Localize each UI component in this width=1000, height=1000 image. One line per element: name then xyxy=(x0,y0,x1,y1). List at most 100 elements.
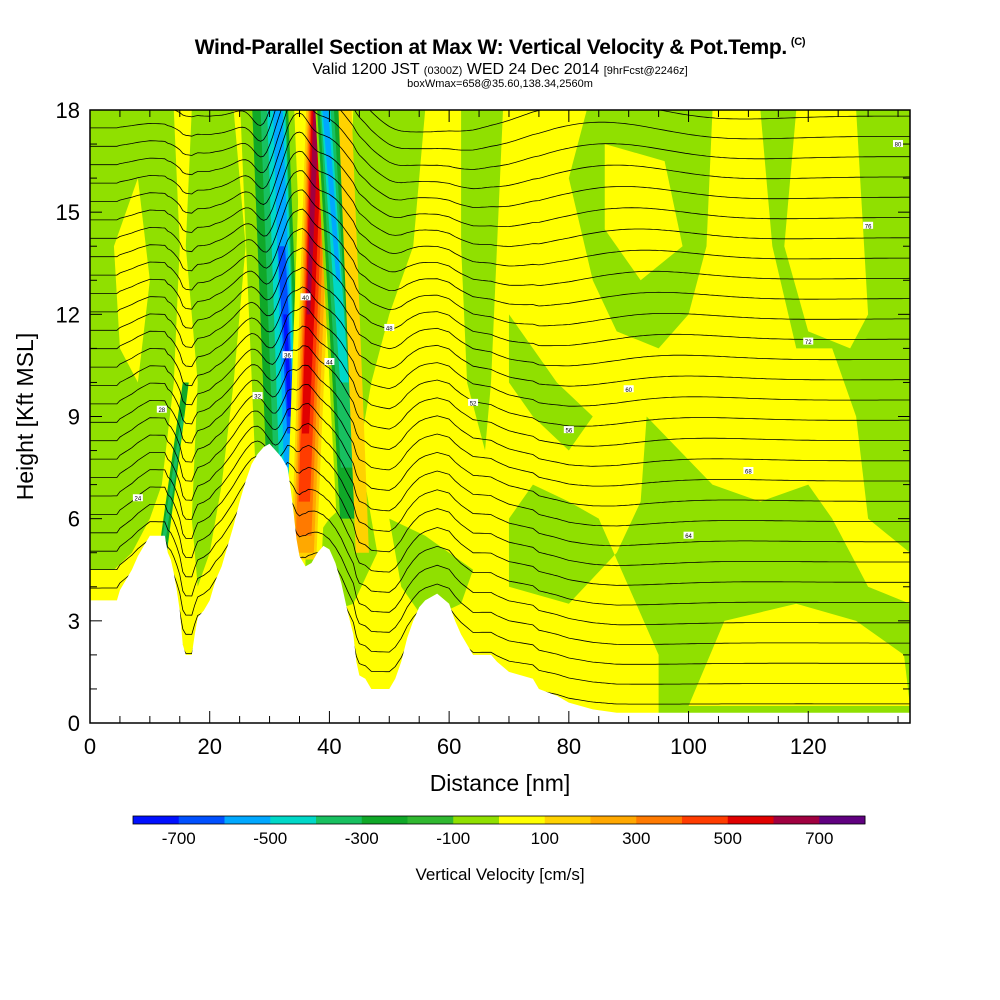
weak-downdraft-region-7 xyxy=(389,518,474,621)
x-tick-label: 60 xyxy=(437,734,461,759)
theta-label: 80 xyxy=(895,143,902,149)
theta-label-box xyxy=(252,392,263,400)
y-tick-label: 12 xyxy=(56,302,80,327)
valid-time: Valid 1200 JST xyxy=(312,61,420,78)
colorbar-swatch xyxy=(270,816,317,824)
theta-label-box xyxy=(300,293,311,301)
theta-contour xyxy=(90,189,910,287)
updraft-band-600 xyxy=(301,110,324,434)
theta-label-box xyxy=(156,405,167,413)
colorbar-tick-label: 100 xyxy=(531,829,559,848)
valid-time-utc: (0300Z) xyxy=(423,65,463,77)
theta-label-box xyxy=(384,323,395,331)
colorbar-tick-label: -500 xyxy=(253,829,287,848)
theta-contour xyxy=(90,384,910,487)
theta-contour xyxy=(90,470,910,586)
x-tick-label: 40 xyxy=(317,734,341,759)
chart-title: Wind-Parallel Section at Max W: Vertical… xyxy=(0,36,1000,60)
forecast-run: [9hrFcst@2246z] xyxy=(603,65,688,77)
colorbar-swatch xyxy=(407,816,454,824)
theta-label: 76 xyxy=(865,224,872,230)
theta-contour xyxy=(90,112,910,208)
y-tick-label: 0 xyxy=(68,711,80,736)
theta-contour xyxy=(90,227,910,327)
colorbar-tick-label: -700 xyxy=(162,829,196,848)
y-tick-label: 9 xyxy=(68,405,80,430)
theta-contour xyxy=(173,110,910,133)
y-tick-label: 18 xyxy=(56,98,80,123)
theta-label: 72 xyxy=(805,340,812,346)
colorbar-swatch xyxy=(590,816,637,824)
y-tick-label: 6 xyxy=(68,507,80,532)
theta-label-box xyxy=(282,351,293,359)
y-tick-label: 15 xyxy=(56,200,80,225)
colorbar-swatch xyxy=(727,816,774,824)
weak-updraft-band xyxy=(338,110,369,553)
theta-label: 44 xyxy=(326,361,333,367)
theta-contour xyxy=(90,208,910,307)
theta-contour xyxy=(90,325,910,427)
west-downdraft-core xyxy=(160,416,185,553)
colorbar-swatch xyxy=(819,816,866,824)
theta-contour xyxy=(90,306,910,407)
theta-contour xyxy=(90,485,910,606)
colorbar-swatch xyxy=(133,816,180,824)
theta-label-box xyxy=(683,531,694,539)
theta-contour xyxy=(90,286,910,387)
weak-updraft-pocket-2 xyxy=(688,603,910,706)
x-tick-label: 100 xyxy=(670,734,707,759)
theta-label: 60 xyxy=(625,388,632,394)
theta-contour xyxy=(90,500,910,626)
theta-label-box xyxy=(623,385,634,393)
theta-contour xyxy=(90,131,910,227)
theta-label-box xyxy=(324,358,335,366)
weak-updraft-pocket-3 xyxy=(604,144,683,281)
chart-title-text: Wind-Parallel Section at Max W: Vertical… xyxy=(194,36,788,59)
theta-contour xyxy=(90,364,910,467)
theta-contour xyxy=(90,110,910,151)
theta-label: 52 xyxy=(470,401,477,407)
y-tick-label: 3 xyxy=(68,609,80,634)
colorbar-label: Vertical Velocity [cm/s] xyxy=(415,865,584,884)
theta-label: 68 xyxy=(745,469,752,475)
theta-label: 36 xyxy=(284,354,291,360)
colorbar-swatch xyxy=(453,816,500,824)
colorbar-swatch xyxy=(224,816,271,824)
weak-updraft-pocket-1 xyxy=(113,178,150,383)
weak-updraft-pocket-0 xyxy=(784,110,869,349)
theta-contour xyxy=(90,247,910,347)
colorbar-swatch xyxy=(361,816,408,824)
theta-label-box xyxy=(468,398,479,406)
theta-label-box xyxy=(893,140,904,148)
theta-label-box xyxy=(803,337,814,345)
colorbar-tick-label: 300 xyxy=(622,829,650,848)
box-wmax-info: boxWmax=658@35.60,138.34,2560m xyxy=(407,78,593,90)
x-tick-label: 80 xyxy=(557,734,581,759)
updraft-band-700 xyxy=(306,110,320,315)
colorbar-tick-label: 700 xyxy=(805,829,833,848)
weak-downdraft-region-9 xyxy=(508,314,593,451)
colorbar-frame xyxy=(132,815,866,825)
theta-label: 32 xyxy=(254,395,261,401)
theta-contours xyxy=(90,110,910,705)
colorbar-tick-label: -100 xyxy=(436,829,470,848)
theta-label: 56 xyxy=(565,429,572,435)
theta-contour xyxy=(90,440,910,547)
theta-label: 64 xyxy=(685,534,692,540)
theta-contour xyxy=(90,422,910,527)
x-tick-label: 120 xyxy=(790,734,827,759)
terrain xyxy=(90,443,910,723)
x-tick-label: 20 xyxy=(197,734,221,759)
chart-subtitle: Valid 1200 JST (0300Z) WED 24 Dec 2014 [… xyxy=(0,61,1000,79)
x-axis-label: Distance [nm] xyxy=(430,770,571,796)
theta-contour xyxy=(90,266,910,367)
colorbar-tick-label: 500 xyxy=(714,829,742,848)
colorbar-swatch xyxy=(636,816,683,824)
theta-contour xyxy=(90,170,910,267)
theta-label: 48 xyxy=(386,326,393,332)
theta-contour xyxy=(90,150,910,247)
colorbar-swatch xyxy=(316,816,363,824)
chart-title-badge: (C) xyxy=(790,36,806,48)
theta-contour xyxy=(90,455,910,567)
